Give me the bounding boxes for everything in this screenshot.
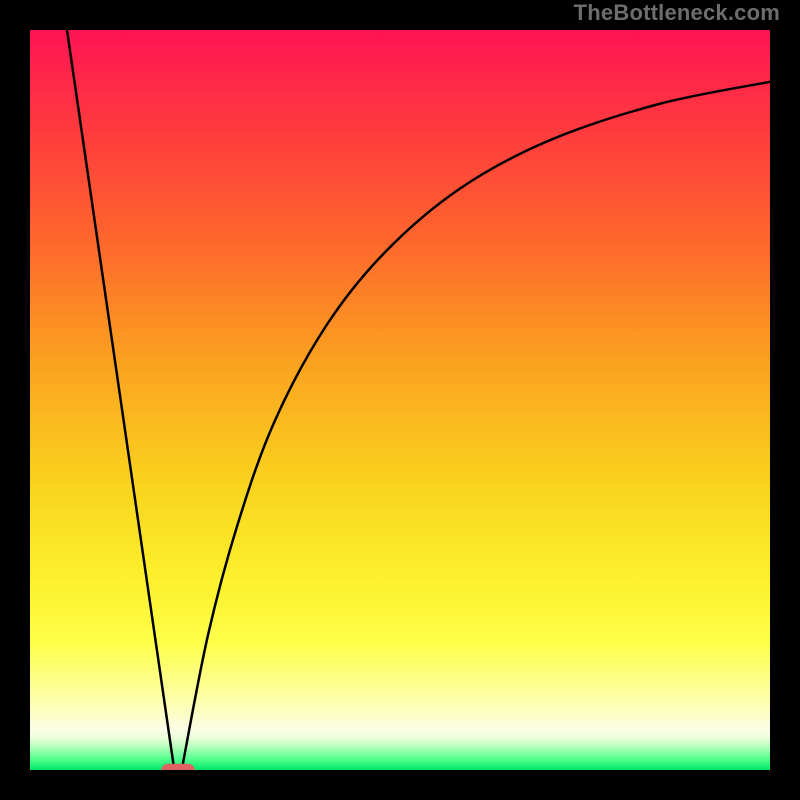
bottleneck-chart bbox=[0, 0, 800, 800]
figure-root: { "canvas": { "width": 800, "height": 80… bbox=[0, 0, 800, 800]
plot-background-gradient bbox=[30, 30, 770, 770]
watermark-text: TheBottleneck.com bbox=[574, 0, 780, 26]
